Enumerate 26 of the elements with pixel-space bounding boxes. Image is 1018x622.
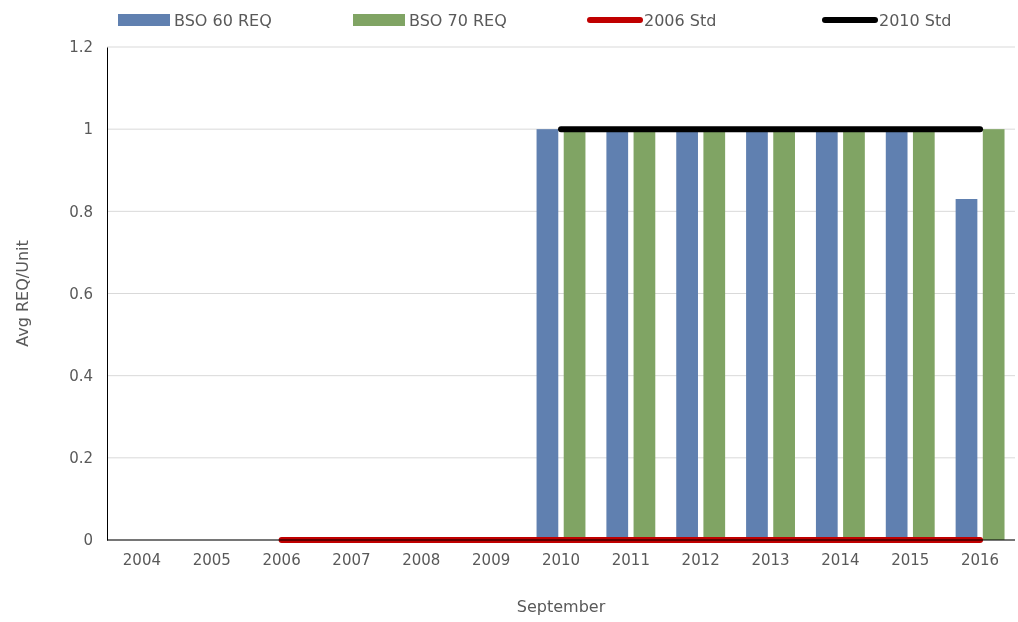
legend-label: BSO 60 REQ (174, 11, 272, 30)
x-tick-label: 2015 (891, 550, 930, 569)
x-tick-label: 2014 (821, 550, 860, 569)
legend-label: BSO 70 REQ (409, 11, 507, 30)
x-tick-label: 2005 (192, 550, 231, 569)
x-tick-label: 2012 (681, 550, 720, 569)
x-tick-label: 2004 (122, 550, 162, 569)
y-tick-label: 0.4 (69, 366, 93, 385)
x-tick-label: 2016 (960, 550, 1000, 569)
x-tick-label: 2007 (332, 550, 371, 569)
y-tick-label: 0 (83, 531, 93, 550)
y-tick-label: 1 (83, 120, 93, 139)
y-tick-label: 0.6 (69, 284, 93, 303)
y-tick-label: 1.2 (69, 38, 93, 57)
x-tick-label: 2006 (262, 550, 301, 569)
x-tick-label: 2013 (751, 550, 790, 569)
x-axis-title: September (516, 597, 606, 616)
legend-label: 2006 Std (644, 11, 717, 30)
y-axis-title: Avg REQ/Unit (13, 240, 32, 347)
x-tick-label: 2008 (402, 550, 441, 569)
x-tick-label: 2010 (541, 550, 581, 569)
y-tick-label: 0.2 (69, 449, 93, 468)
legend-label: 2010 Std (879, 11, 952, 30)
x-tick-label: 2011 (611, 550, 650, 569)
x-tick-label: 2009 (472, 550, 511, 569)
y-tick-label: 0.8 (69, 202, 93, 221)
